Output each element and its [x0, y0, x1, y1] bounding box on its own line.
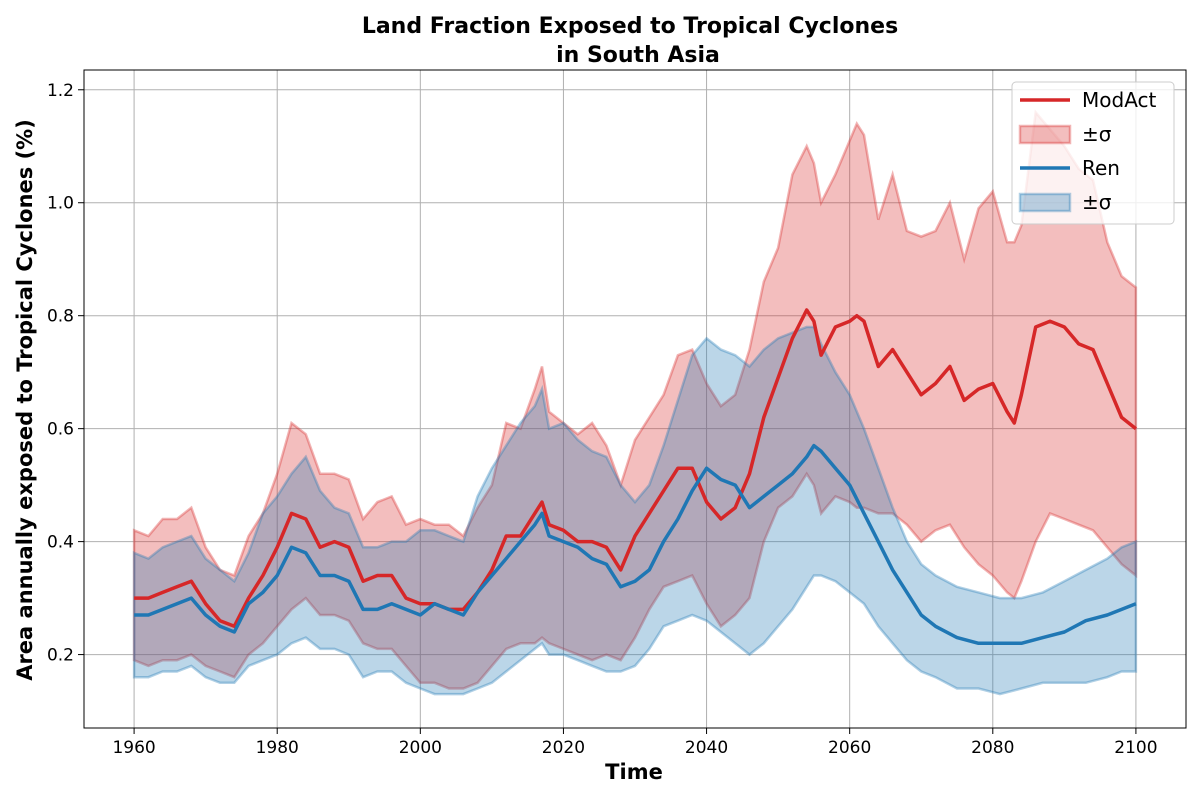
x-axis-label: Time — [605, 760, 663, 784]
y-axis-label: Area annually exposed to Tropical Cyclon… — [13, 119, 37, 681]
legend-label-1: ±σ — [1082, 122, 1112, 146]
legend-swatch-band-3 — [1018, 192, 1072, 213]
legend-label-0: ModAct — [1082, 88, 1157, 112]
x-tick-label-2: 2000 — [399, 738, 442, 758]
sigma-bands — [132, 109, 1138, 696]
grid — [84, 70, 1186, 728]
y-tick-label-0: 0.2 — [47, 646, 74, 666]
y-tick-label-1: 0.4 — [47, 533, 74, 553]
legend: ModAct ±σ Ren ±σ — [1011, 81, 1175, 225]
band-modact — [132, 109, 1138, 690]
y-axis-ticks: 0.2 0.4 0.6 0.8 1.0 1.2 — [47, 81, 84, 666]
series-lines — [134, 308, 1137, 646]
y-tick-label-3: 0.8 — [47, 307, 74, 327]
legend-label-2: Ren — [1082, 156, 1120, 180]
band-ren — [132, 325, 1138, 696]
chart-title: Land Fraction Exposed to Tropical Cyclon… — [362, 14, 898, 39]
plot-frame — [83, 69, 1187, 729]
x-tick-label-7: 2100 — [1114, 738, 1157, 758]
x-tick-label-0: 1960 — [112, 738, 155, 758]
series-line-modact — [134, 308, 1137, 629]
y-tick-label-2: 0.6 — [47, 420, 74, 440]
x-axis-ticks: 1960 1980 2000 2020 2040 2060 2080 2100 — [112, 728, 1158, 758]
legend-label-3: ±σ — [1082, 190, 1112, 214]
series-line-ren — [134, 443, 1137, 646]
y-tick-label-5: 1.2 — [47, 81, 74, 101]
legend-box — [1011, 81, 1175, 225]
legend-swatch-band-1 — [1018, 124, 1072, 145]
x-tick-label-5: 2060 — [828, 738, 871, 758]
x-tick-label-6: 2080 — [971, 738, 1014, 758]
x-tick-label-1: 1980 — [256, 738, 299, 758]
x-tick-label-4: 2040 — [685, 738, 728, 758]
x-tick-label-3: 2020 — [542, 738, 585, 758]
chart-subtitle: in South Asia — [556, 43, 720, 68]
y-tick-label-4: 1.0 — [47, 194, 74, 214]
